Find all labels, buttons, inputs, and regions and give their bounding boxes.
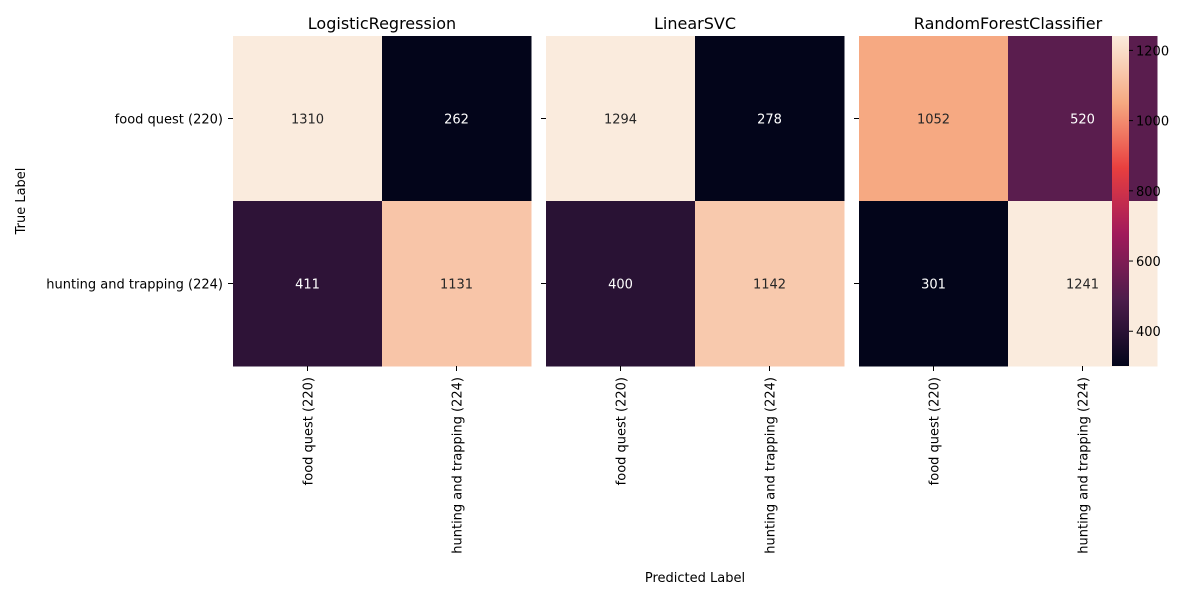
heatmap-cell <box>233 36 383 202</box>
y-tick-label: food quest (220) <box>115 113 223 128</box>
x-tick-label: hunting and trapping (224) <box>764 377 779 554</box>
colorbar-tick-label: 1000 <box>1136 115 1169 130</box>
heatmap-cell <box>546 201 696 367</box>
x-tick-label: hunting and trapping (224) <box>451 377 466 554</box>
cell-value-label: 301 <box>921 278 946 293</box>
cell-value-label: 1241 <box>1066 278 1099 293</box>
heatmap-panel: RandomForestClassifier 1052 520 301 1241 food… <box>854 14 1158 554</box>
x-tick-label: hunting and trapping (224) <box>1077 377 1092 554</box>
cell-value-label: 1310 <box>291 113 324 128</box>
cell-value-label: 400 <box>608 278 633 293</box>
cell-value-label: 1131 <box>440 278 473 293</box>
cell-value-label: 411 <box>295 278 320 293</box>
cell-value-label: 1294 <box>604 113 637 128</box>
cell-value-label: 262 <box>444 113 469 128</box>
colorbar: 400 600 800 1000 1200 <box>1112 36 1169 366</box>
x-axis-label: Predicted Label <box>645 571 745 586</box>
heatmap-cell <box>382 36 532 202</box>
colorbar-tick-label: 400 <box>1136 325 1161 340</box>
y-tick-label: hunting and trapping (224) <box>46 278 223 293</box>
panel-title: LogisticRegression <box>308 14 456 33</box>
cell-value-label: 520 <box>1070 113 1095 128</box>
heatmap-cell <box>1008 36 1158 202</box>
cell-value-label: 1052 <box>917 113 950 128</box>
heatmap-panels: LogisticRegression 1310 262 411 1131 food que… <box>46 14 1158 554</box>
heatmap-cell <box>695 201 845 367</box>
heatmap-cell <box>233 201 383 367</box>
x-tick-label: food quest (220) <box>928 377 943 485</box>
cell-value-label: 1142 <box>753 278 786 293</box>
heatmap-cell <box>1008 201 1158 367</box>
panel-title: RandomForestClassifier <box>914 14 1103 33</box>
heatmap-cell <box>695 36 845 202</box>
heatmap-cell <box>546 36 696 202</box>
colorbar-tick-label: 1200 <box>1136 44 1169 59</box>
panel-title: LinearSVC <box>654 14 736 33</box>
heatmap-cell <box>859 36 1009 202</box>
colorbar-gradient <box>1112 36 1129 366</box>
cell-value-label: 278 <box>757 113 782 128</box>
heatmap-cell <box>382 201 532 367</box>
heatmap-panel: LogisticRegression 1310 262 411 1131 food que… <box>46 14 532 554</box>
heatmap-panel: LinearSVC 1294 278 400 1142 food quest (220) h… <box>541 14 845 554</box>
colorbar-tick-label: 800 <box>1136 185 1161 200</box>
heatmap-cell <box>859 201 1009 367</box>
colorbar-tick-label: 600 <box>1136 255 1161 270</box>
x-tick-label: food quest (220) <box>615 377 630 485</box>
x-tick-label: food quest (220) <box>302 377 317 485</box>
y-axis-label: True Label <box>14 168 29 236</box>
